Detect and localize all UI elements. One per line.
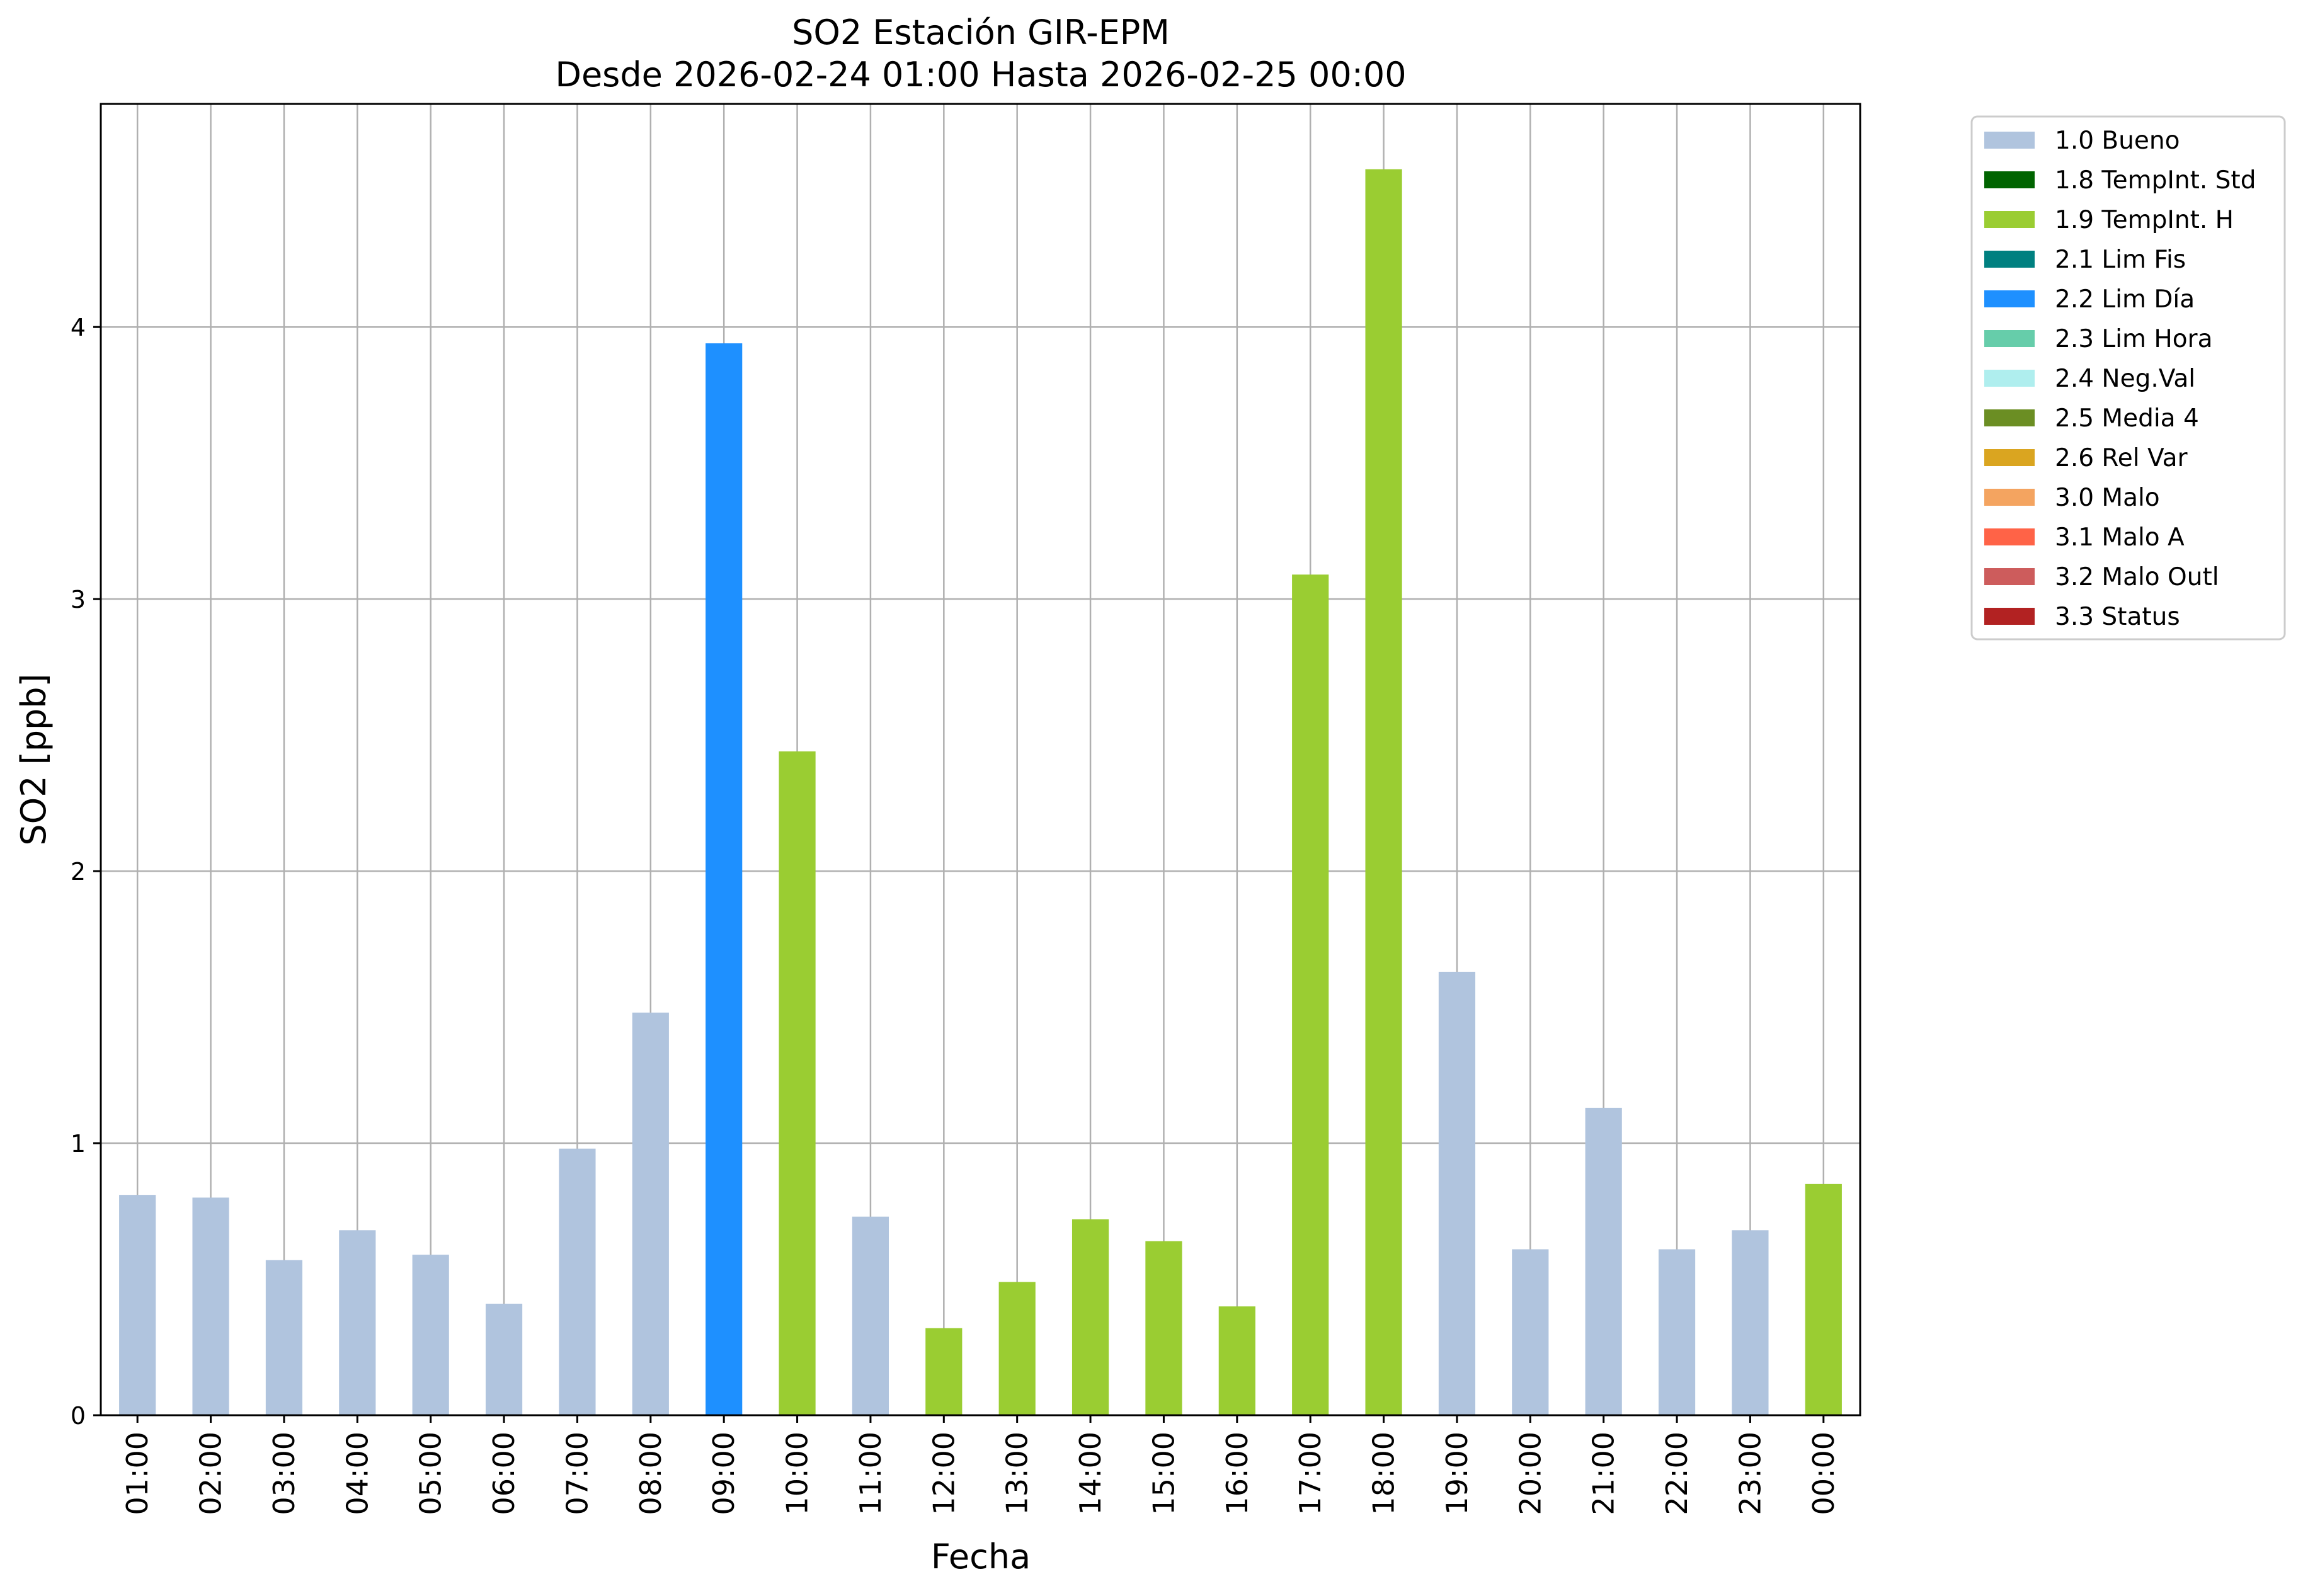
legend-swatch	[1984, 489, 2035, 506]
bar-1900	[1438, 971, 1476, 1415]
bar-0500	[412, 1255, 449, 1415]
y-tick-label: 3	[71, 586, 86, 613]
x-tick-label: 04:00	[340, 1432, 374, 1515]
bar-0700	[559, 1148, 596, 1415]
bar-1300	[998, 1282, 1036, 1415]
x-tick-label: 16:00	[1220, 1432, 1254, 1515]
legend-label: 2.1 Lim Fis	[2055, 246, 2186, 274]
x-tick-label: 19:00	[1440, 1432, 1474, 1515]
x-tick-label: 07:00	[560, 1432, 594, 1515]
bar-0400	[339, 1230, 376, 1415]
bar-0800	[632, 1012, 669, 1415]
legend-items: 1.0 Bueno 1.8 TempInt. Std 1.9 TempInt. H 2…	[1984, 127, 2256, 631]
x-axis-label: Fecha	[931, 1537, 1031, 1576]
x-tick-label: 14:00	[1073, 1432, 1107, 1515]
legend-label: 1.8 TempInt. Std	[2055, 166, 2256, 195]
bar-2000	[1512, 1249, 1549, 1415]
x-tick-label: 20:00	[1513, 1432, 1547, 1515]
y-axis-label: SO2 [ppb]	[14, 673, 54, 845]
x-tick-label: 03:00	[267, 1432, 301, 1515]
bar-1200	[925, 1328, 963, 1415]
bar-2300	[1732, 1230, 1769, 1415]
legend-swatch	[1984, 409, 2035, 426]
bar-1000	[779, 751, 816, 1415]
bars-layer	[119, 169, 1842, 1415]
x-tick-label: 21:00	[1587, 1432, 1621, 1515]
x-tick-label: 15:00	[1146, 1432, 1180, 1515]
y-axis: 0 1 2 3 4	[71, 314, 101, 1430]
x-tick-label: 23:00	[1733, 1432, 1767, 1515]
y-tick-label: 1	[71, 1130, 86, 1158]
x-tick-label: 10:00	[780, 1432, 814, 1515]
x-tick-label: 09:00	[707, 1432, 741, 1515]
legend-label: 1.0 Bueno	[2055, 127, 2180, 155]
bar-0300	[265, 1260, 303, 1415]
chart-subtitle: Desde 2026-02-24 01:00 Hasta 2026-02-25 …	[555, 55, 1406, 94]
legend-swatch	[1984, 608, 2035, 625]
bar-0000	[1805, 1183, 1842, 1415]
y-tick-label: 0	[71, 1402, 86, 1430]
legend-label: 3.0 Malo	[2055, 484, 2160, 512]
legend-swatch	[1984, 211, 2035, 228]
legend-label: 3.1 Malo A	[2055, 523, 2185, 552]
bar-2100	[1585, 1107, 1622, 1415]
bar-0100	[119, 1195, 156, 1415]
bar-1800	[1365, 169, 1402, 1415]
legend-swatch	[1984, 251, 2035, 268]
plot-frame	[100, 103, 1861, 1416]
legend-label: 2.4 Neg.Val	[2055, 365, 2195, 393]
legend-label: 2.2 Lim Día	[2055, 285, 2195, 314]
x-tick-label: 11:00	[854, 1432, 888, 1515]
x-tick-label: 13:00	[1000, 1432, 1034, 1515]
bar-1100	[852, 1216, 889, 1415]
x-tick-label: 12:00	[927, 1432, 961, 1515]
x-tick-label: 18:00	[1367, 1432, 1401, 1515]
x-tick-label: 05:00	[414, 1432, 448, 1515]
y-tick-label: 2	[71, 858, 86, 886]
x-tick-label: 22:00	[1660, 1432, 1694, 1515]
bar-1500	[1145, 1241, 1182, 1415]
x-tick-label: 08:00	[634, 1432, 668, 1515]
legend-label: 2.6 Rel Var	[2055, 444, 2188, 472]
x-tick-label: 17:00	[1293, 1432, 1327, 1515]
legend: 1.0 Bueno 1.8 TempInt. Std 1.9 TempInt. H 2…	[1970, 115, 2286, 641]
legend-swatch	[1984, 449, 2035, 466]
bar-1600	[1218, 1306, 1255, 1415]
legend-frame	[1970, 115, 2286, 641]
legend-swatch	[1984, 528, 2035, 545]
legend-swatch	[1984, 330, 2035, 347]
bar-2200	[1658, 1249, 1696, 1415]
bar-0200	[192, 1197, 229, 1415]
x-tick-label: 01:00	[120, 1432, 154, 1515]
legend-label: 3.2 Malo Outl	[2055, 563, 2219, 591]
legend-label: 1.9 TempInt. H	[2055, 206, 2234, 234]
bar-1400	[1071, 1219, 1109, 1415]
bar-0900	[706, 343, 743, 1415]
x-axis: 01:00 02:00 03:00 04:00 05:00 06:00 07:00 08:00…	[120, 1415, 1841, 1515]
legend-swatch	[1984, 568, 2035, 585]
x-tick-label: 00:00	[1807, 1432, 1841, 1515]
legend-swatch	[1984, 290, 2035, 307]
y-tick-label: 4	[71, 314, 86, 341]
bar-1700	[1292, 574, 1329, 1415]
chart-title: SO2 Estación GIR-EPM	[792, 13, 1170, 52]
legend-swatch	[1984, 171, 2035, 188]
legend-swatch	[1984, 370, 2035, 387]
legend-label: 3.3 Status	[2055, 603, 2180, 631]
x-tick-label: 06:00	[487, 1432, 521, 1515]
legend-swatch	[1984, 132, 2035, 149]
legend-label: 2.5 Media 4	[2055, 404, 2199, 433]
bar-0600	[485, 1303, 523, 1415]
legend-label: 2.3 Lim Hora	[2055, 325, 2213, 353]
x-tick-label: 02:00	[194, 1432, 228, 1515]
